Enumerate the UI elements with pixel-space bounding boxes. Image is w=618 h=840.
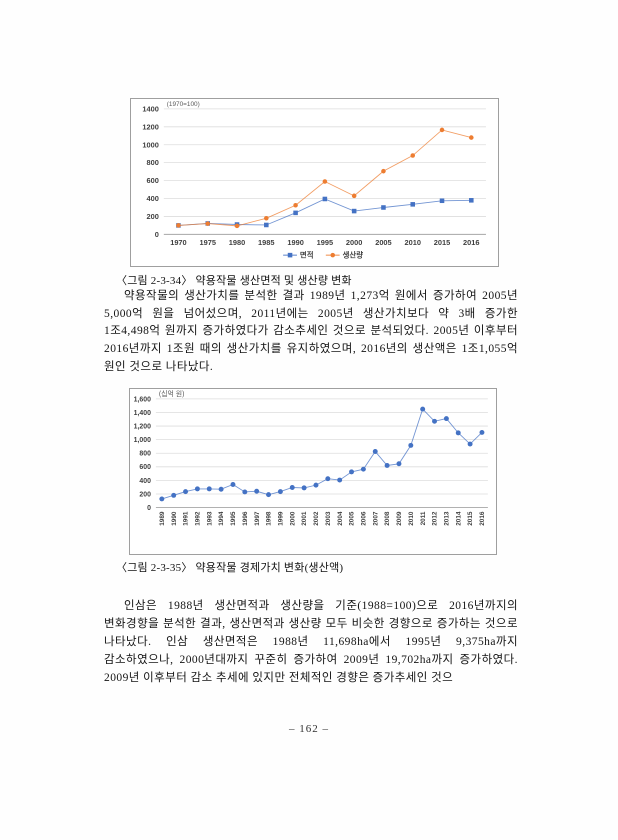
svg-text:400: 400: [147, 194, 159, 203]
svg-text:2015: 2015: [434, 238, 450, 247]
svg-text:2012: 2012: [432, 511, 439, 526]
series-면적: [176, 196, 474, 228]
svg-text:면적: 면적: [300, 250, 314, 260]
svg-text:0: 0: [147, 505, 151, 512]
y-axis-labels: 0 200 400 600 800 1000 1200 1400: [142, 104, 158, 238]
svg-text:2005: 2005: [375, 238, 391, 247]
axis-unit-label: (십억 원): [159, 389, 185, 398]
series-생산량: [176, 127, 474, 229]
svg-text:2005: 2005: [349, 511, 356, 526]
paragraph-ginseng-trend: 인삼은 1988년 생산면적과 생산량을 기준(1988=100)으로 2016…: [104, 600, 518, 685]
svg-text:1,000: 1,000: [134, 437, 151, 444]
paragraph-production-value: 약용작물의 생산가치를 분석한 결과 1989년 1,273억 원에서 증가하여…: [104, 290, 518, 373]
svg-text:1996: 1996: [242, 511, 249, 526]
svg-text:2007: 2007: [372, 511, 379, 526]
svg-text:2000: 2000: [289, 511, 296, 526]
svg-text:2001: 2001: [301, 511, 308, 526]
svg-text:1998: 1998: [266, 511, 273, 526]
svg-text:2013: 2013: [444, 511, 451, 526]
svg-text:1,400: 1,400: [134, 410, 151, 417]
svg-text:1985: 1985: [258, 238, 274, 247]
svg-text:2000: 2000: [346, 238, 362, 247]
svg-text:2015: 2015: [467, 511, 474, 526]
svg-text:2009: 2009: [396, 511, 403, 526]
svg-text:1999: 1999: [278, 511, 285, 526]
svg-text:2010: 2010: [408, 511, 415, 526]
svg-text:0: 0: [155, 230, 159, 239]
svg-text:200: 200: [139, 491, 151, 498]
figure-area-production-index-chart: 0 200 400 600 800 1000 1200 1400 (1970=100) 1970 1…: [130, 98, 499, 267]
svg-text:600: 600: [147, 176, 159, 185]
svg-text:1992: 1992: [195, 511, 202, 526]
x-axis-labels: 1989 1990 1991 1992 1993 1994 1995 1996 1997 1998…: [159, 511, 486, 526]
svg-text:400: 400: [139, 478, 151, 485]
svg-text:800: 800: [139, 451, 151, 458]
svg-text:200: 200: [147, 212, 159, 221]
axis-unit-label: (1970=100): [167, 101, 200, 108]
svg-text:1,600: 1,600: [134, 396, 151, 403]
figure-caption-2-3-35: 〈그림 2-3-35〉 약용작물 경제가치 변화(생산액): [116, 562, 344, 574]
svg-text:1997: 1997: [254, 511, 261, 526]
svg-text:2006: 2006: [361, 511, 368, 526]
svg-text:1990: 1990: [171, 511, 178, 526]
figure-economic-value-chart: 0 200 400 600 800 1,000 1,200 1,400 1,600 (십억 원) 1…: [129, 388, 497, 555]
gridlines: [155, 398, 488, 495]
svg-text:1994: 1994: [218, 511, 225, 526]
figure-caption-2-3-34: 〈그림 2-3-34〉 약용작물 생산면적 및 생산량 변화: [116, 275, 352, 287]
svg-text:1991: 1991: [183, 511, 190, 526]
svg-text:800: 800: [147, 158, 159, 167]
svg-text:2016: 2016: [463, 238, 479, 247]
svg-text:1993: 1993: [206, 511, 213, 526]
svg-text:2011: 2011: [420, 511, 427, 525]
svg-text:2008: 2008: [384, 511, 391, 526]
line-chart-production-amount: 0 200 400 600 800 1,000 1,200 1,400 1,600 (십억 원) 1…: [134, 389, 488, 526]
svg-text:생산량: 생산량: [343, 250, 364, 260]
svg-text:600: 600: [139, 464, 151, 471]
svg-text:1995: 1995: [317, 238, 333, 247]
svg-text:1975: 1975: [199, 238, 215, 247]
y-axis-labels: 0 200 400 600 800 1,000 1,200 1,400 1,600: [134, 396, 151, 512]
x-axis-labels: 1970 1975 1980 1985 1990 1995 2000 2005 2010 2015…: [170, 238, 479, 247]
svg-text:2004: 2004: [337, 511, 344, 526]
chart-legend: 면적 생산량: [283, 250, 363, 260]
svg-text:2010: 2010: [404, 238, 420, 247]
svg-text:2014: 2014: [455, 511, 462, 526]
svg-text:2003: 2003: [325, 511, 332, 526]
svg-text:1995: 1995: [230, 511, 237, 526]
svg-text:1989: 1989: [159, 511, 166, 526]
svg-text:1,200: 1,200: [134, 423, 151, 430]
svg-text:1970: 1970: [170, 238, 186, 247]
series-생산액: [159, 406, 485, 502]
page-number: – 162 –: [289, 723, 329, 735]
svg-text:2016: 2016: [479, 511, 486, 526]
svg-text:1000: 1000: [142, 140, 158, 149]
svg-text:1980: 1980: [229, 238, 245, 247]
svg-text:1200: 1200: [142, 122, 158, 131]
svg-text:1400: 1400: [142, 104, 158, 113]
svg-text:1990: 1990: [287, 238, 303, 247]
svg-text:2002: 2002: [313, 511, 320, 526]
